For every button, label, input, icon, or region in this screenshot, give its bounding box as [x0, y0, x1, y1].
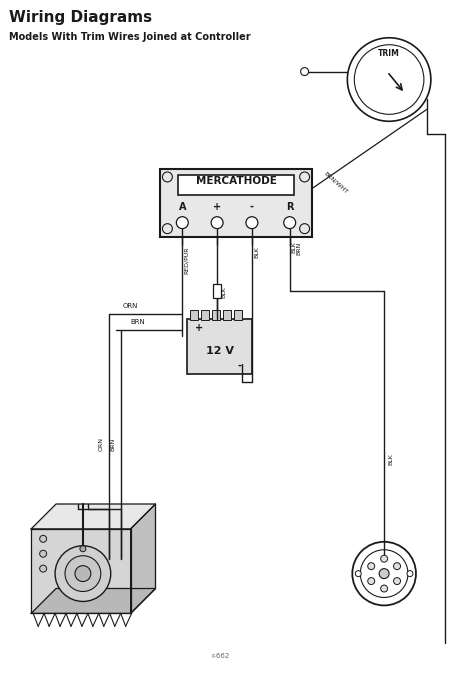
Circle shape	[65, 556, 101, 591]
Text: RED/PUR: RED/PUR	[184, 246, 189, 274]
Bar	[201, 310, 209, 320]
Circle shape	[381, 585, 388, 592]
Polygon shape	[131, 504, 155, 614]
Bar	[234, 310, 242, 320]
Circle shape	[368, 563, 375, 570]
Circle shape	[407, 570, 413, 576]
Bar	[223, 310, 231, 320]
Circle shape	[393, 578, 401, 585]
Bar	[190, 310, 198, 320]
Text: BRN: BRN	[110, 438, 115, 451]
Circle shape	[356, 570, 361, 576]
Polygon shape	[31, 589, 155, 614]
Bar	[178, 175, 294, 195]
Text: +: +	[213, 202, 221, 212]
Text: MERCATHODE: MERCATHODE	[196, 176, 276, 186]
Text: ORN: ORN	[123, 303, 138, 309]
Text: BRN/WHT: BRN/WHT	[323, 171, 349, 195]
Circle shape	[393, 563, 401, 570]
Text: 12 V: 12 V	[206, 346, 234, 356]
Bar	[212, 310, 220, 320]
Text: BLK: BLK	[388, 454, 393, 465]
Text: Wiring Diagrams: Wiring Diagrams	[9, 10, 153, 25]
Circle shape	[368, 578, 375, 585]
Polygon shape	[31, 504, 155, 529]
Polygon shape	[31, 529, 131, 614]
Text: BLK: BLK	[292, 242, 297, 253]
Circle shape	[381, 556, 388, 562]
Circle shape	[300, 223, 310, 234]
Circle shape	[246, 217, 258, 229]
Bar	[187, 319, 252, 374]
Circle shape	[176, 217, 188, 229]
Circle shape	[300, 172, 310, 182]
Circle shape	[379, 568, 389, 578]
Bar	[161, 169, 311, 237]
Text: BRN: BRN	[297, 242, 301, 255]
Text: BRN: BRN	[130, 319, 145, 325]
Text: -: -	[238, 361, 242, 371]
Circle shape	[40, 565, 46, 572]
Text: ORN: ORN	[98, 437, 103, 452]
Circle shape	[163, 172, 173, 182]
Circle shape	[163, 223, 173, 234]
Circle shape	[40, 550, 46, 557]
Text: BLK: BLK	[221, 286, 226, 298]
Circle shape	[211, 217, 223, 229]
Circle shape	[284, 217, 296, 229]
Bar	[213, 284, 221, 298]
Text: R: R	[286, 202, 293, 212]
Text: Models With Trim Wires Joined at Controller: Models With Trim Wires Joined at Control…	[9, 32, 251, 42]
Circle shape	[40, 535, 46, 542]
Text: BLK: BLK	[254, 246, 259, 259]
Circle shape	[75, 566, 91, 582]
Text: TRIM: TRIM	[378, 49, 400, 57]
Text: -: -	[250, 202, 254, 212]
Circle shape	[55, 546, 111, 601]
Text: A: A	[179, 202, 186, 212]
Text: +: +	[195, 323, 203, 333]
Text: r-662: r-662	[211, 653, 229, 659]
Circle shape	[80, 546, 86, 551]
